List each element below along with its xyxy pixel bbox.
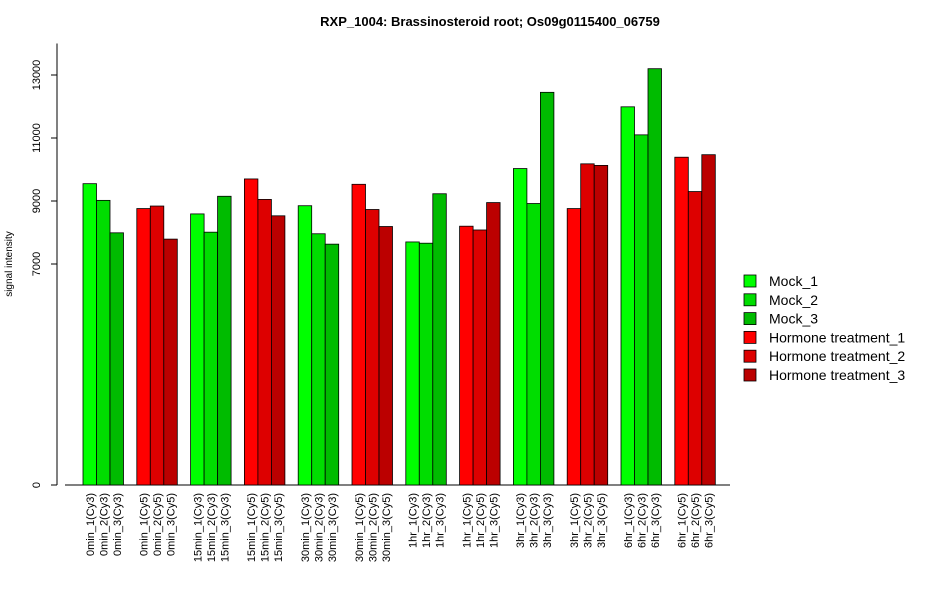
bar: [149, 205, 165, 486]
bar: [351, 183, 366, 486]
legend-label: Mock_3: [769, 311, 818, 327]
legend-label: Mock_2: [769, 292, 818, 308]
x-tick-label: 3hr_3(Cy3): [542, 493, 554, 548]
bar: [324, 243, 340, 486]
x-tick-label: 3hr_3(Cy5): [596, 493, 608, 548]
x-tick-label: 15min_1(Cy5): [246, 493, 258, 562]
bar: [472, 229, 488, 486]
bar: [486, 202, 501, 486]
bar: [687, 191, 703, 486]
legend-swatch: [743, 312, 757, 326]
y-tick-label: 0: [31, 482, 43, 488]
bar: [526, 203, 541, 486]
bar: [620, 106, 635, 486]
x-tick-label: 0min_3(Cy5): [166, 493, 178, 556]
x-tick-label: 6hr_2(Cy3): [636, 493, 648, 548]
x-tick-label: 1hr_3(Cy5): [488, 493, 500, 548]
bar: [378, 226, 393, 486]
x-tick-label: 30min_1(Cy5): [354, 493, 366, 562]
bar: [647, 68, 662, 486]
x-tick-label: 15min_2(Cy3): [206, 493, 218, 562]
x-tick-label: 3hr_1(Cy3): [515, 493, 527, 548]
x-tick-label: 30min_2(Cy5): [367, 493, 379, 562]
bar: [405, 241, 420, 486]
bar: [190, 213, 205, 486]
bar: [593, 165, 609, 486]
legend-swatch: [743, 274, 757, 288]
bar: [540, 91, 555, 486]
y-axis: 0 7000 9000 11000 13000: [31, 43, 58, 488]
x-tick-label: 6hr_2(Cy5): [690, 493, 702, 548]
x-tick-label: 0min_3(Cy3): [112, 493, 124, 556]
bar: [418, 242, 434, 486]
chart-title: RXP_1004: Brassinosteroid root; Os09g011…: [320, 14, 660, 29]
x-tick-label: 6hr_1(Cy5): [677, 493, 689, 548]
legend-label: Mock_1: [769, 273, 818, 289]
bar: [82, 183, 97, 486]
x-tick-label: 15min_2(Cy5): [260, 493, 272, 562]
bar: [163, 238, 178, 486]
x-tick-label: 6hr_3(Cy5): [704, 493, 716, 548]
x-tick-label: 30min_2(Cy3): [313, 493, 325, 562]
y-tick-label: 13000: [31, 60, 43, 91]
legend-swatch: [743, 368, 757, 382]
y-tick-label: 11000: [31, 123, 43, 153]
x-tick-label: 6hr_3(Cy3): [650, 493, 662, 548]
x-tick-label: 6hr_1(Cy3): [623, 493, 635, 548]
bar: [432, 193, 447, 486]
bar: [217, 195, 232, 486]
x-tick-label: 1hr_3(Cy3): [435, 493, 447, 548]
bar: [701, 154, 716, 486]
bar: [203, 231, 219, 486]
legend-swatch: [743, 349, 757, 363]
x-tick-label: 30min_3(Cy3): [327, 493, 339, 562]
legend-label: Hormone treatment_2: [769, 348, 905, 364]
bar: [513, 168, 528, 486]
bar: [257, 199, 272, 486]
x-tick-label: 1hr_1(Cy3): [408, 493, 420, 548]
x-tick-label: 0min_1(Cy5): [139, 493, 151, 556]
legend: Mock_1 Mock_2 Mock_3 Hormone treatment_1 Hor…: [743, 273, 905, 383]
x-tick-label: 3hr_1(Cy5): [569, 493, 581, 548]
x-tick-label: 30min_1(Cy3): [300, 493, 312, 562]
y-tick-label: 9000: [31, 189, 43, 213]
bar: [136, 208, 151, 486]
bar: [243, 178, 259, 486]
x-tick-label: 1hr_1(Cy5): [461, 493, 473, 548]
bar: [311, 233, 326, 486]
x-tick-label: 0min_1(Cy3): [85, 493, 97, 556]
y-axis-label: signal intensity: [4, 231, 15, 297]
y-tick-label: 7000: [31, 252, 43, 276]
bar: [96, 199, 111, 486]
legend-label: Hormone treatment_1: [769, 329, 905, 345]
legend-label: Hormone treatment_3: [769, 367, 905, 383]
x-tick-label: 30min_3(Cy5): [381, 493, 393, 562]
x-tick-label: 15min_3(Cy3): [219, 493, 231, 562]
bar: [297, 205, 313, 486]
legend-swatch: [743, 293, 757, 307]
bar: [674, 156, 689, 486]
bar: [580, 163, 595, 486]
x-tick-label: 3hr_2(Cy3): [529, 493, 541, 548]
bar: [270, 215, 286, 486]
x-tick-label: 1hr_2(Cy5): [475, 493, 487, 548]
legend-swatch: [743, 330, 757, 344]
bar: [109, 232, 124, 486]
bar: [634, 134, 649, 486]
bar: [566, 208, 582, 486]
bar: [459, 225, 474, 486]
x-tick-label: 3hr_2(Cy5): [582, 493, 594, 548]
bars: [82, 68, 716, 486]
x-tick-label: 15min_3(Cy5): [273, 493, 285, 562]
x-tick-label: 0min_2(Cy3): [98, 493, 110, 556]
x-tick-label: 1hr_2(Cy3): [421, 493, 433, 548]
x-tick-label: 15min_1(Cy3): [192, 493, 204, 562]
bar: [365, 209, 380, 486]
x-tick-labels: 0min_1(Cy3) 0min_2(Cy3) 0min_3(Cy3) 0min_1(…: [85, 493, 716, 562]
x-tick-label: 0min_2(Cy5): [152, 493, 164, 556]
